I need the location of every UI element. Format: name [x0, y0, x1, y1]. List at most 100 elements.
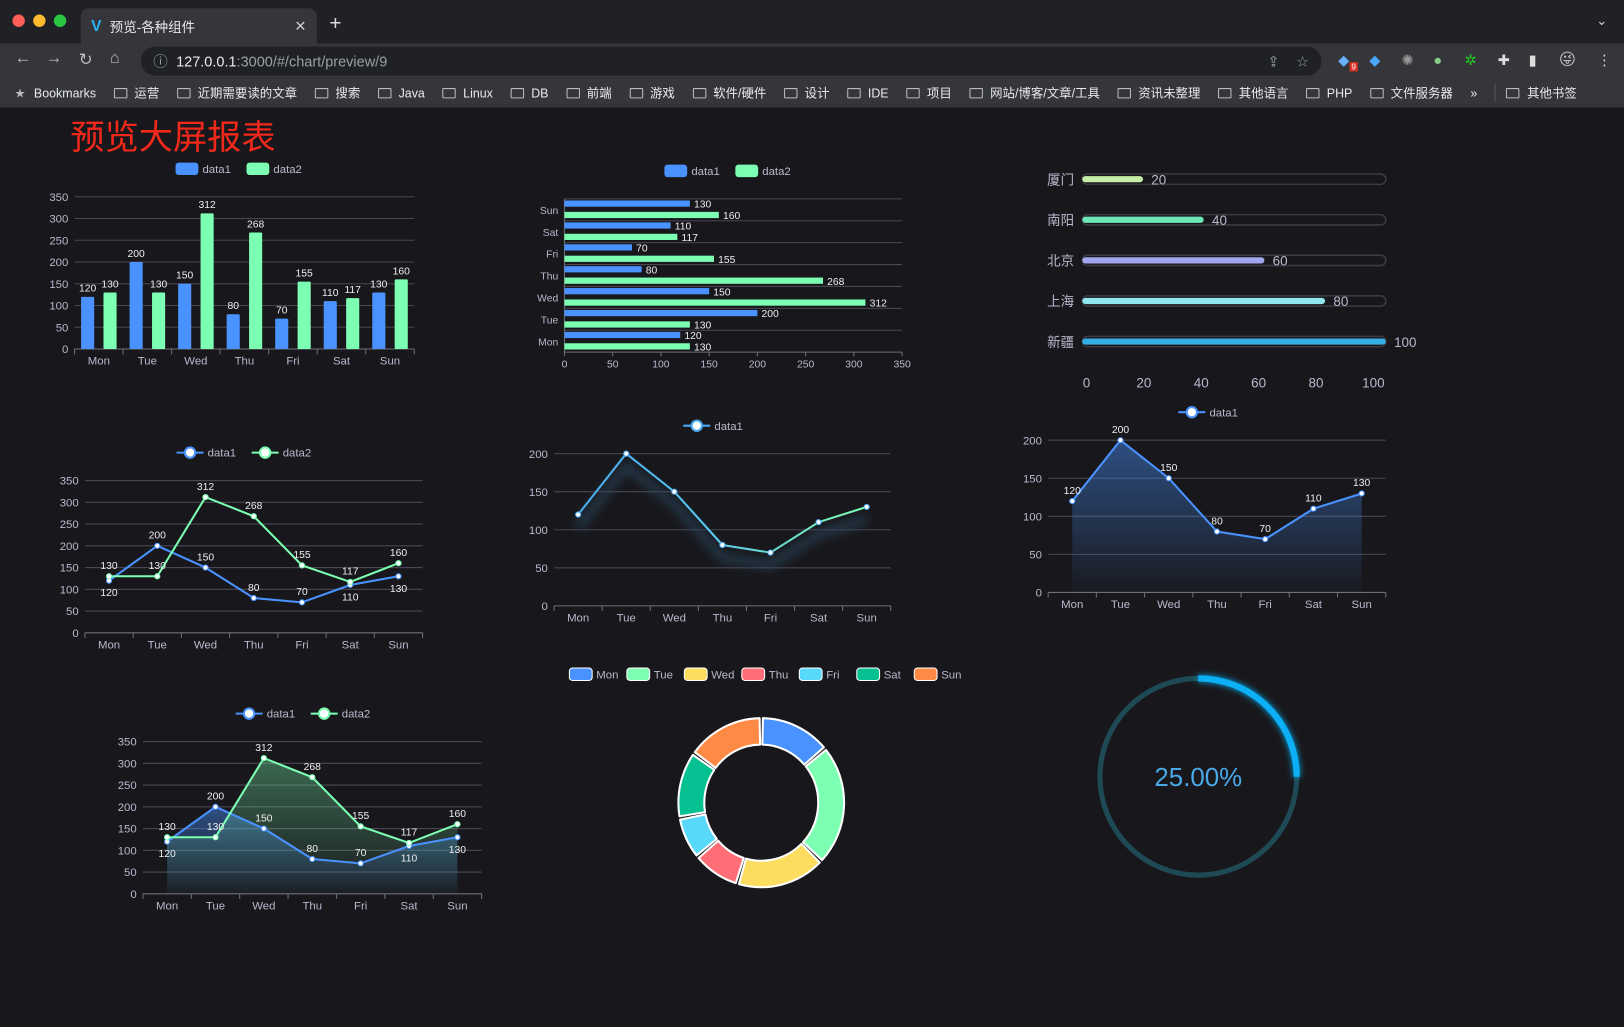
bookmark-folder[interactable]: DB: [510, 85, 548, 100]
y-tick-label: Fri: [546, 250, 558, 261]
y-tick-label: 0: [542, 601, 548, 613]
extension-gem-icon[interactable]: ◆: [1369, 51, 1381, 69]
close-tab-icon[interactable]: ✕: [294, 17, 307, 34]
pie-slice-Tue[interactable]: [802, 748, 846, 862]
pie-slice-Sat[interactable]: [677, 753, 716, 818]
bookmark-folder[interactable]: 项目: [906, 84, 952, 102]
share-icon[interactable]: ⇪: [1267, 52, 1280, 69]
data-label: 130: [149, 561, 167, 572]
bookmark-folder[interactable]: 文件服务器: [1369, 84, 1453, 102]
tab-search-chevron-icon[interactable]: ⌄: [1596, 12, 1608, 28]
folder-icon: [1506, 87, 1520, 98]
legend-item-data1[interactable]: data1: [235, 707, 296, 721]
x-tick-label: 100: [652, 360, 670, 371]
data-label: 110: [342, 593, 359, 604]
forward-icon[interactable]: →: [45, 49, 63, 68]
bookmarks-manager[interactable]: ★ Bookmarks: [14, 85, 96, 99]
bookmark-folder[interactable]: IDE: [847, 85, 889, 100]
extensions-puzzle-icon[interactable]: ✚: [1497, 51, 1510, 69]
x-tick-label: Wed: [194, 639, 217, 651]
pie-slice-Wed[interactable]: [737, 842, 821, 889]
new-tab-button[interactable]: +: [329, 12, 342, 36]
home-icon[interactable]: ⌂: [109, 49, 120, 68]
bookmark-folder[interactable]: 设计: [783, 84, 830, 102]
data-label: 155: [293, 550, 311, 561]
bar: [564, 309, 758, 317]
bookmark-folder[interactable]: 软件/硬件: [692, 84, 766, 102]
address-bar[interactable]: ⓘ 127.0.0.1:3000/#/chart/preview/9 ⇪ ☆: [140, 46, 1322, 76]
legend-item-data2[interactable]: data2: [251, 446, 312, 460]
bookmark-folder[interactable]: 近期需要读的文章: [176, 84, 297, 102]
y-tick-label: 300: [118, 758, 137, 770]
data-label: 70: [296, 587, 308, 598]
data-point: [395, 573, 402, 580]
legend-item-Tue[interactable]: Tue: [626, 667, 673, 681]
bookmarks-overflow-button[interactable]: »: [1470, 85, 1478, 100]
pie-slice-Sun[interactable]: [693, 717, 762, 769]
extension-icon[interactable]: ◆ 9: [1338, 52, 1359, 72]
extension-circle-icon[interactable]: ●: [1433, 51, 1443, 69]
legend-item-Sat[interactable]: Sat: [856, 667, 902, 681]
legend-item-data1[interactable]: data1: [683, 419, 743, 433]
y-tick-label: Wed: [537, 294, 558, 305]
bookmark-folder[interactable]: 前端: [566, 84, 612, 102]
info-icon[interactable]: ⓘ: [153, 52, 168, 70]
profile-avatar[interactable]: 😜: [1558, 51, 1577, 70]
bookmark-folder[interactable]: Linux: [442, 85, 493, 100]
x-tick-label: Tue: [1111, 599, 1130, 611]
sidebar-toggle-icon[interactable]: ▮: [1528, 51, 1537, 69]
legend-item-Mon[interactable]: Mon: [568, 667, 618, 681]
legend-item-data1[interactable]: data1: [1178, 405, 1238, 419]
legend-item-Sun[interactable]: Sun: [913, 667, 961, 681]
bookmark-folder[interactable]: Java: [377, 85, 425, 100]
data-label: 80: [248, 583, 260, 594]
x-tick-label: Sun: [447, 900, 467, 912]
maximize-window-button[interactable]: [53, 14, 67, 27]
legend-item-data1[interactable]: data1: [175, 162, 231, 176]
bookmark-folder[interactable]: PHP: [1306, 85, 1352, 100]
legend-item-Thu[interactable]: Thu: [741, 667, 789, 681]
back-icon[interactable]: ←: [14, 49, 32, 68]
legend-item-Wed[interactable]: Wed: [683, 667, 734, 681]
legend-item-data1[interactable]: data1: [664, 164, 720, 178]
bookmark-folder[interactable]: 搜索: [314, 84, 360, 102]
y-tick-label: 250: [118, 780, 137, 792]
data-point: [1358, 490, 1365, 497]
close-window-button[interactable]: [12, 14, 25, 27]
extension-star-icon[interactable]: ✲: [1464, 51, 1477, 69]
other-bookmarks[interactable]: 其他书签: [1494, 83, 1577, 102]
bookmark-folder[interactable]: 游戏: [629, 84, 675, 102]
y-tick-label: Mon: [538, 337, 558, 348]
bookmark-folder[interactable]: 资讯未整理: [1117, 84, 1200, 102]
menu-kebab-icon[interactable]: ⋮: [1597, 51, 1612, 69]
pie-slice-Thu[interactable]: [697, 839, 745, 885]
x-tick-label: Sun: [380, 356, 400, 368]
bookmark-folder[interactable]: 运营: [113, 84, 159, 102]
tab-active[interactable]: V 预览-各种组件 ✕: [80, 8, 317, 44]
folder-icon: [442, 87, 456, 98]
y-tick-label: 350: [60, 476, 79, 488]
data-point: [815, 519, 822, 526]
pie-slice-Mon[interactable]: [761, 717, 825, 766]
legend-label: Sun: [941, 669, 961, 681]
reload-icon[interactable]: ↻: [78, 51, 93, 70]
legend-item-data1[interactable]: data1: [176, 446, 237, 460]
bookmark-folder[interactable]: 其他语言: [1218, 84, 1288, 102]
minimize-window-button[interactable]: [33, 14, 46, 27]
data-point: [154, 573, 161, 580]
legend-circle-icon: [317, 707, 331, 720]
y-tick-label: Tue: [541, 315, 559, 326]
pie-slice-Fri[interactable]: [679, 813, 718, 857]
legend-item-data2[interactable]: data2: [735, 164, 791, 178]
legend-item-Fri[interactable]: Fri: [798, 667, 840, 681]
bookmarks-bar: ★ Bookmarks 运营 近期需要读的文章 搜索 Java Linux DB 前端 游戏 软件/…: [0, 78, 1624, 108]
data-label: 130: [1353, 478, 1371, 489]
bookmark-label: Bookmarks: [33, 85, 97, 100]
folder-icon: [566, 87, 580, 98]
data-label: 130: [390, 584, 408, 595]
bookmark-star-icon[interactable]: ☆: [1296, 52, 1310, 69]
extension-gear-icon[interactable]: ✺: [1401, 51, 1414, 69]
legend-item-data2[interactable]: data2: [310, 707, 371, 721]
legend-item-data2[interactable]: data2: [246, 162, 302, 176]
bookmark-folder[interactable]: 网站/博客/文章/工具: [969, 84, 1100, 102]
